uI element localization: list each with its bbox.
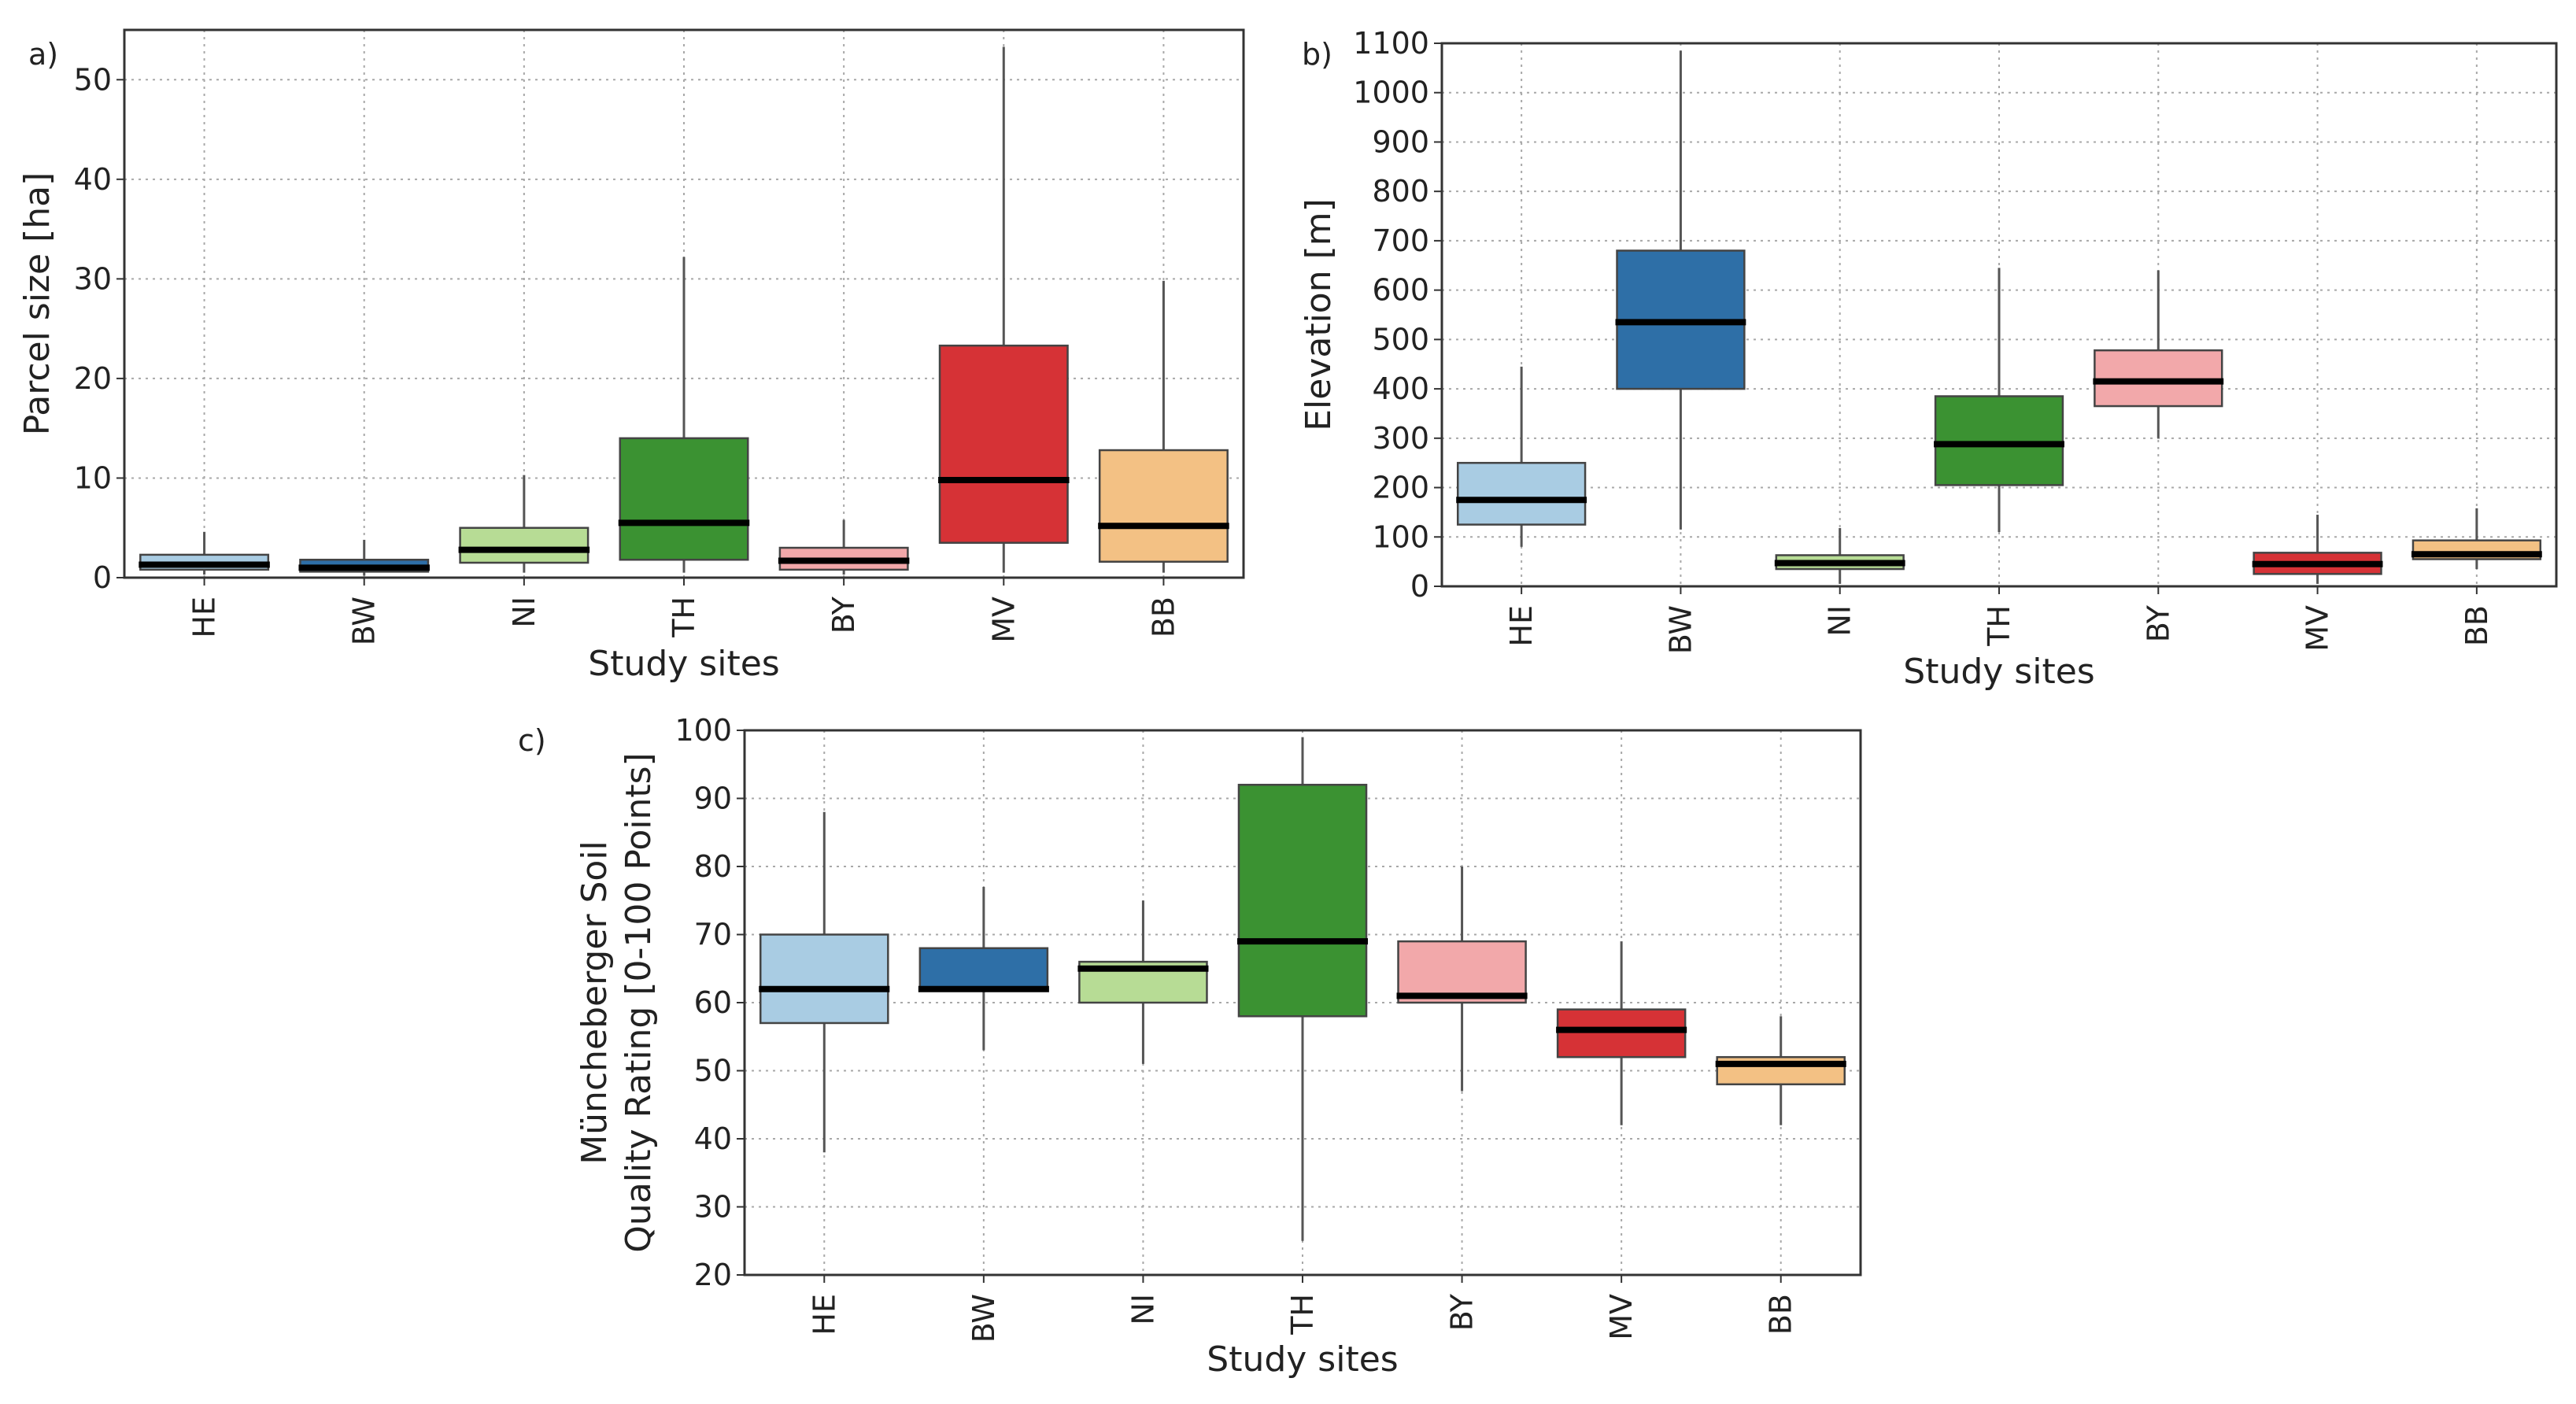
- x-tick-label: BW: [347, 597, 382, 645]
- y-tick-label: 700: [1372, 224, 1429, 258]
- x-tick-label: TH: [1982, 605, 2016, 647]
- y-axis-title-line: Müncheberger Soil: [575, 841, 615, 1165]
- iqr-box: [1237, 783, 1368, 1018]
- y-tick-label: 20: [694, 1258, 732, 1292]
- iqr-box: [2094, 349, 2223, 408]
- box-ni: [1077, 900, 1209, 1064]
- y-tick-label: 200: [1372, 471, 1429, 505]
- box-he: [139, 531, 270, 575]
- x-axis-title: Study sites: [588, 644, 779, 684]
- box-ni: [1774, 527, 1905, 584]
- x-axis-title: Study sites: [1207, 1339, 1398, 1380]
- x-tick-label: BW: [1663, 605, 1698, 654]
- x-tick-label: TH: [1285, 1294, 1320, 1336]
- y-tick-label: 70: [694, 918, 732, 952]
- box-by: [778, 519, 910, 575]
- panel-b-elevation: b) 0 100 200 300 400 500 600 700 800 900 1000 1100 HE…: [1299, 26, 2558, 692]
- y-tick-label: 40: [694, 1121, 732, 1156]
- box-by: [1396, 866, 1528, 1092]
- box-he: [759, 811, 890, 1153]
- y-tick-label: 500: [1372, 322, 1429, 357]
- x-tick-label: NI: [1125, 1294, 1160, 1325]
- y-tick-label: 90: [694, 781, 732, 816]
- y-tick-label: 0: [1410, 569, 1429, 604]
- panel-a-parcel-size: a) 0 10 20 30 40 50 HE BW NI TH BY MV BB Study sites Pa…: [17, 28, 1245, 684]
- iqr-box: [1556, 1008, 1687, 1059]
- box-bw: [298, 539, 430, 576]
- box-bw: [1615, 50, 1746, 530]
- y-tick-label: 50: [74, 62, 112, 97]
- x-tick-label: BB: [1764, 1294, 1798, 1335]
- y-tick-label: 1000: [1353, 76, 1429, 110]
- x-tick-label: BY: [826, 596, 861, 634]
- box-th: [1934, 268, 2064, 532]
- box-mv: [938, 46, 1070, 573]
- y-tick-label: 60: [694, 985, 732, 1020]
- y-tick-label: 100: [1372, 519, 1429, 554]
- box-th: [618, 257, 750, 573]
- plot-frame: [1440, 42, 2558, 588]
- x-tick-label: BY: [1445, 1293, 1480, 1331]
- y-tick-label: 30: [74, 261, 112, 296]
- box-mv: [1556, 941, 1687, 1125]
- y-tick-label: 80: [694, 849, 732, 884]
- y-tick-label: 900: [1372, 124, 1429, 159]
- y-tick-label: 0: [93, 560, 112, 595]
- panel-label: a): [28, 37, 58, 72]
- y-axis-title: Elevation [m]: [1299, 198, 1339, 431]
- box-th: [1236, 737, 1369, 1241]
- x-tick-label: BY: [2141, 604, 2175, 642]
- plot-frame: [743, 729, 1862, 1277]
- y-axis-title: Müncheberger Soil Quality Rating [0-100 P…: [575, 752, 659, 1252]
- iqr-box: [759, 933, 889, 1025]
- y-tick-label: 300: [1372, 421, 1429, 456]
- box-bb: [1098, 280, 1229, 573]
- y-tick-label: 40: [74, 162, 112, 197]
- x-tick-label: BB: [1146, 597, 1181, 637]
- x-tick-label: NI: [1823, 605, 1857, 637]
- x-tick-label: HE: [1504, 605, 1539, 647]
- x-tick-label: BB: [2460, 605, 2494, 646]
- x-tick-label: TH: [667, 597, 701, 638]
- box-bw: [918, 886, 1049, 1051]
- panel-c-soil-quality: c) 20 30 40 50 60 70 80 90 100 HE BW NI TH BY MV BB Study…: [518, 713, 1862, 1380]
- y-tick-label: 800: [1372, 174, 1429, 209]
- box-bb: [1715, 1016, 1846, 1125]
- iqr-box: [1098, 449, 1229, 563]
- x-tick-label: MV: [1604, 1294, 1639, 1340]
- x-tick-label: MV: [986, 597, 1021, 643]
- iqr-box: [1397, 940, 1527, 1004]
- x-axis-title: Study sites: [1903, 652, 2094, 692]
- x-tick-label: NI: [507, 597, 541, 628]
- box-mv: [2252, 515, 2383, 584]
- iqr-box: [1456, 461, 1587, 526]
- y-tick-label: 1100: [1353, 26, 1429, 61]
- iqr-box: [619, 437, 749, 561]
- y-tick-label: 400: [1372, 371, 1429, 406]
- box-he: [1456, 366, 1587, 547]
- iqr-box: [938, 344, 1069, 544]
- x-tick-label: MV: [2301, 605, 2335, 652]
- iqr-box: [918, 947, 1049, 990]
- y-axis-title: Parcel size [ha]: [17, 172, 57, 436]
- iqr-box: [459, 526, 589, 564]
- y-tick-label: 10: [74, 460, 112, 495]
- plot-frame: [123, 28, 1245, 579]
- y-tick-label: 20: [74, 361, 112, 396]
- y-tick-label: 30: [694, 1190, 732, 1225]
- box-ni: [458, 475, 590, 573]
- box-bb: [2411, 508, 2542, 570]
- y-tick-label: 600: [1372, 273, 1429, 308]
- y-axis-title-line: Quality Rating [0-100 Points]: [619, 752, 659, 1252]
- x-tick-label: HE: [807, 1294, 841, 1336]
- panel-label: c): [518, 723, 546, 758]
- x-tick-label: HE: [187, 597, 222, 638]
- iqr-box: [1934, 395, 2064, 486]
- x-tick-label: BW: [966, 1294, 1001, 1343]
- box-by: [2093, 270, 2224, 438]
- y-tick-label: 100: [674, 713, 732, 748]
- panel-label: b): [1302, 37, 1332, 72]
- y-tick-label: 50: [694, 1054, 732, 1088]
